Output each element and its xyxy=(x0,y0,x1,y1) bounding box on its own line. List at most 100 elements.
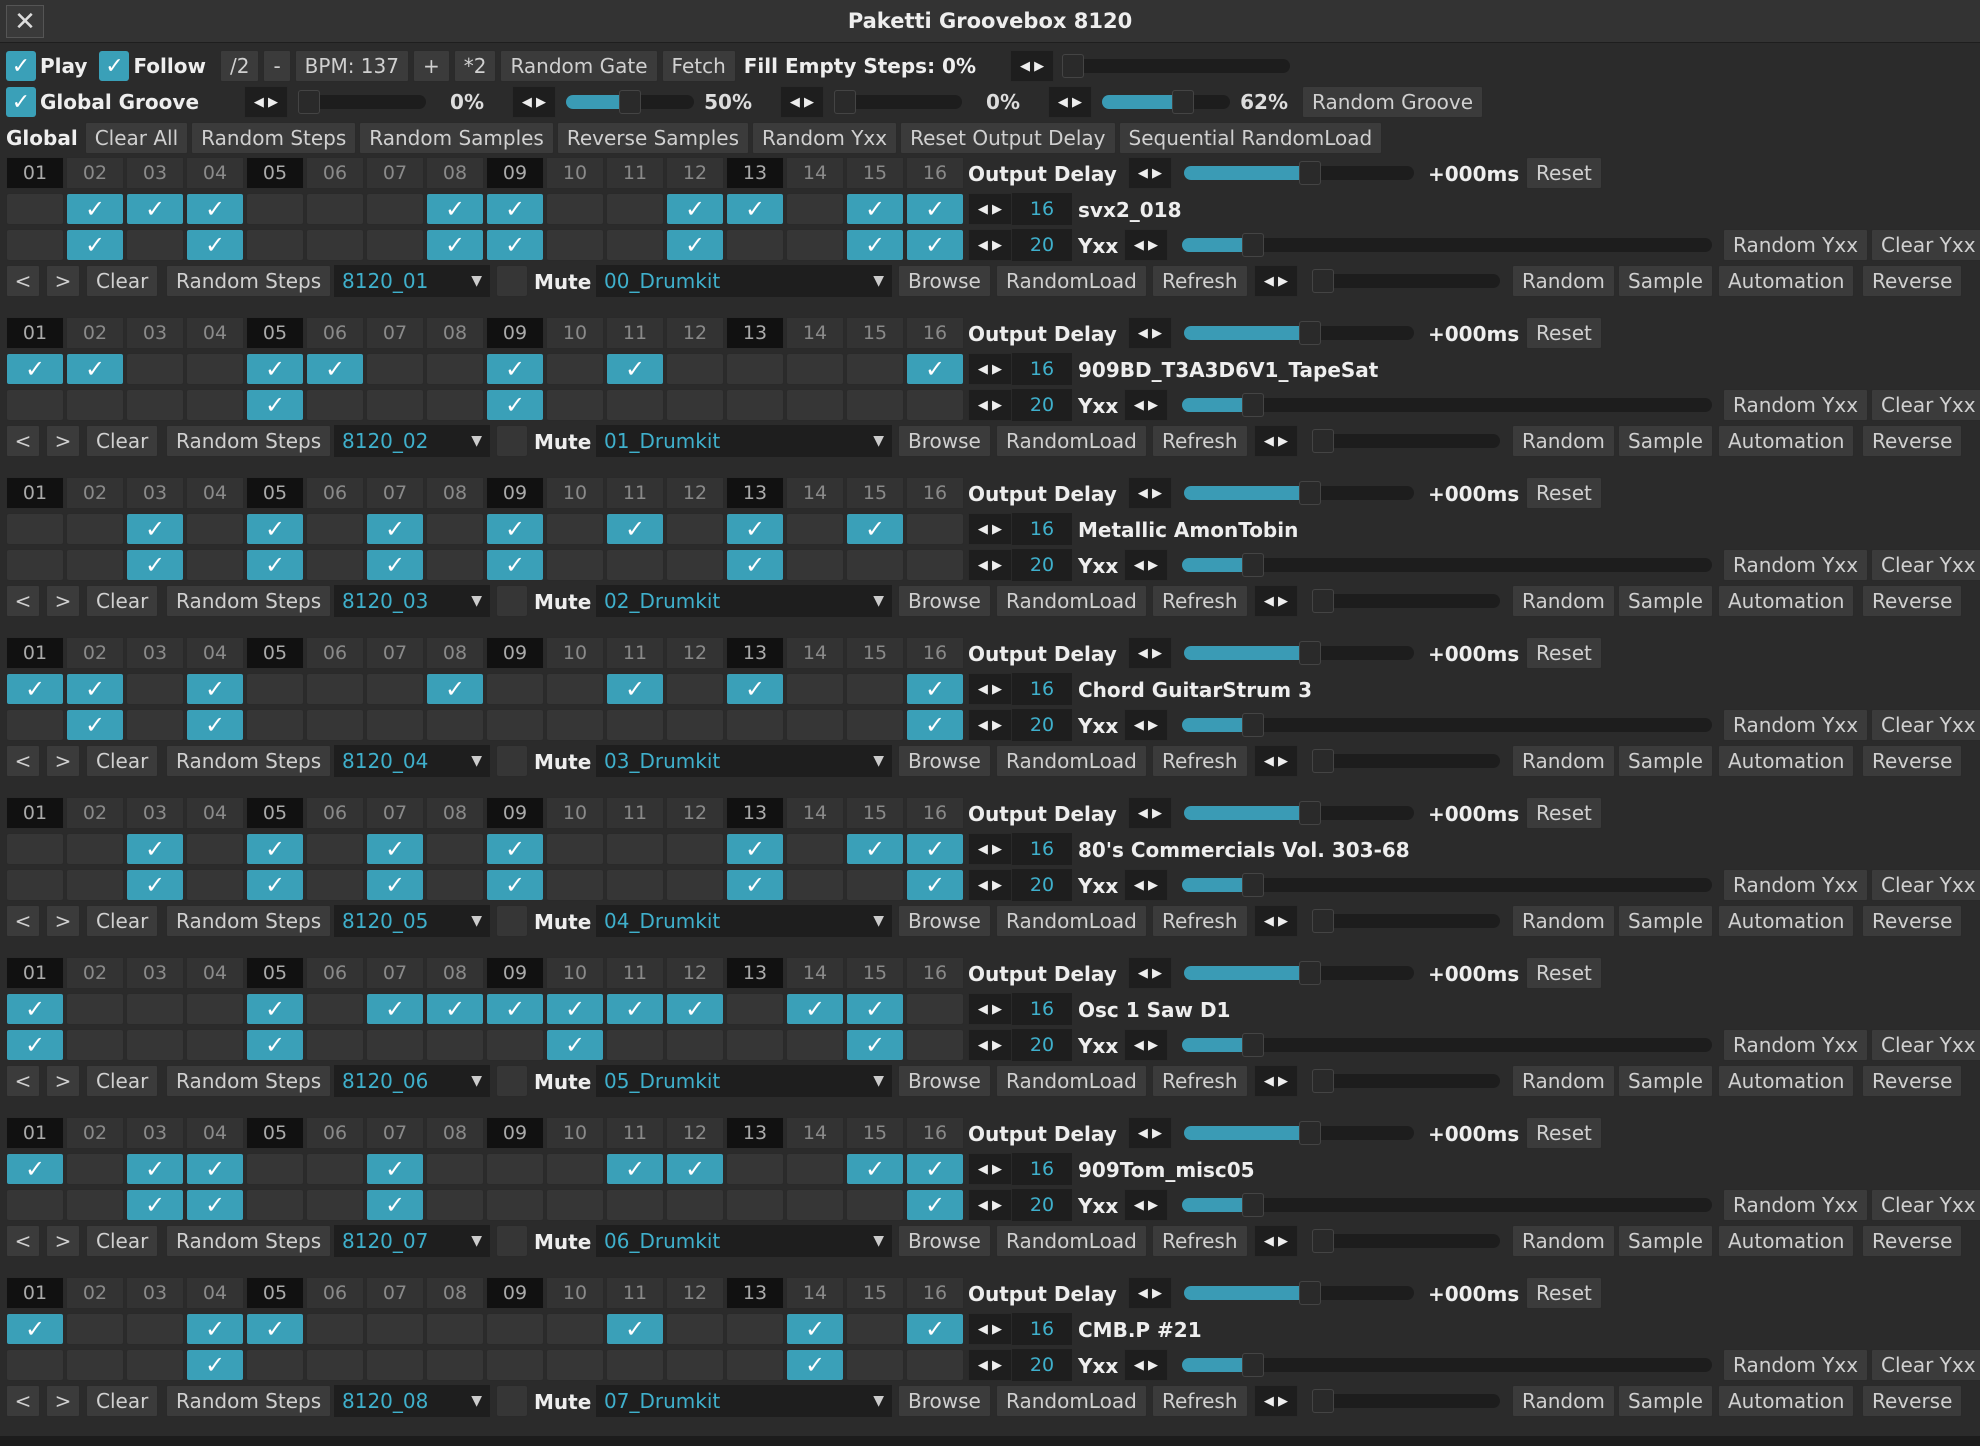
step-count[interactable]: 16 xyxy=(1012,193,1072,225)
yxx-count[interactable]: 20 xyxy=(1012,1349,1072,1381)
step-toggle[interactable]: ✓ xyxy=(606,353,664,385)
bpm-double-button[interactable]: *2 xyxy=(453,50,497,82)
random-button[interactable]: Random xyxy=(1512,585,1615,617)
mute-checkbox[interactable] xyxy=(496,425,528,457)
random-button[interactable]: Random xyxy=(1512,265,1615,297)
step-toggle[interactable]: ✓ xyxy=(366,833,424,865)
yxx-toggle[interactable] xyxy=(6,549,64,581)
mute-checkbox[interactable] xyxy=(496,1385,528,1417)
drumkit-select[interactable]: 04_Drumkit ▼ xyxy=(596,905,892,937)
random-button[interactable]: Random xyxy=(1512,905,1615,937)
yxx-toggle[interactable] xyxy=(786,709,844,741)
step-toggle[interactable] xyxy=(546,513,604,545)
yxx-toggle[interactable]: ✓ xyxy=(66,709,124,741)
yxx-toggle[interactable] xyxy=(666,709,724,741)
randomload-button[interactable]: RandomLoad xyxy=(996,585,1147,617)
step-toggle[interactable] xyxy=(426,1153,484,1185)
yxx-toggle[interactable]: ✓ xyxy=(846,1029,904,1061)
yxx-toggle[interactable] xyxy=(726,1029,784,1061)
step-toggle[interactable] xyxy=(846,1313,904,1345)
mute-checkbox[interactable] xyxy=(496,1225,528,1257)
yxx-toggle[interactable]: ✓ xyxy=(246,549,304,581)
sample-button[interactable]: Sample xyxy=(1618,745,1713,777)
randomload-button[interactable]: RandomLoad xyxy=(996,265,1147,297)
step-toggle[interactable] xyxy=(726,353,784,385)
browse-button[interactable]: Browse xyxy=(898,1065,991,1097)
output-delay-slider[interactable] xyxy=(1184,161,1414,185)
groove-arrows-icon[interactable]: ◀ ▶ xyxy=(244,86,288,118)
yxx-slider[interactable] xyxy=(1182,873,1712,897)
step-toggle[interactable] xyxy=(66,1313,124,1345)
step-count-arrows-icon[interactable]: ◀ ▶ xyxy=(968,513,1012,545)
step-toggle[interactable]: ✓ xyxy=(486,513,544,545)
yxx-toggle[interactable] xyxy=(726,1189,784,1221)
random-steps-button[interactable]: Random Steps xyxy=(166,1385,332,1417)
transpose-slider[interactable] xyxy=(1312,429,1500,453)
step-toggle[interactable]: ✓ xyxy=(486,193,544,225)
step-toggle[interactable]: ✓ xyxy=(186,673,244,705)
step-count-arrows-icon[interactable]: ◀ ▶ xyxy=(968,193,1012,225)
step-toggle[interactable] xyxy=(66,513,124,545)
yxx-toggle[interactable] xyxy=(666,1189,724,1221)
sample-button[interactable]: Sample xyxy=(1618,585,1713,617)
random-button[interactable]: Random xyxy=(1512,745,1615,777)
step-toggle[interactable] xyxy=(726,1153,784,1185)
yxx-count-arrows-icon[interactable]: ◀ ▶ xyxy=(968,709,1012,741)
step-toggle[interactable] xyxy=(126,1313,184,1345)
step-toggle[interactable]: ✓ xyxy=(6,993,64,1025)
yxx-toggle[interactable] xyxy=(486,1189,544,1221)
yxx-toggle[interactable] xyxy=(426,1029,484,1061)
step-toggle[interactable] xyxy=(306,673,364,705)
reverse-button[interactable]: Reverse xyxy=(1862,745,1963,777)
yxx-toggle[interactable]: ✓ xyxy=(186,709,244,741)
step-toggle[interactable]: ✓ xyxy=(6,1313,64,1345)
step-toggle[interactable] xyxy=(666,513,724,545)
step-toggle[interactable]: ✓ xyxy=(906,673,964,705)
yxx-toggle[interactable]: ✓ xyxy=(366,549,424,581)
automation-button[interactable]: Automation xyxy=(1718,1065,1855,1097)
yxx-toggle[interactable] xyxy=(66,549,124,581)
drumkit-select[interactable]: 01_Drumkit ▼ xyxy=(596,425,892,457)
step-toggle[interactable] xyxy=(186,993,244,1025)
step-toggle[interactable]: ✓ xyxy=(246,833,304,865)
yxx-toggle[interactable] xyxy=(186,389,244,421)
step-toggle[interactable]: ✓ xyxy=(606,1153,664,1185)
clear-track-button[interactable]: Clear xyxy=(86,1225,159,1257)
automation-button[interactable]: Automation xyxy=(1718,265,1855,297)
yxx-toggle[interactable] xyxy=(546,549,604,581)
yxx-toggle[interactable] xyxy=(126,389,184,421)
yxx-toggle[interactable] xyxy=(486,709,544,741)
yxx-toggle[interactable] xyxy=(186,869,244,901)
step-toggle[interactable] xyxy=(186,513,244,545)
drumkit-select[interactable]: 06_Drumkit ▼ xyxy=(596,1225,892,1257)
step-toggle[interactable]: ✓ xyxy=(66,193,124,225)
clear-yxx-button[interactable]: Clear Yxx xyxy=(1871,709,1980,741)
yxx-toggle[interactable] xyxy=(366,229,424,261)
refresh-button[interactable]: Refresh xyxy=(1152,905,1248,937)
randomload-button[interactable]: RandomLoad xyxy=(996,1065,1147,1097)
drumkit-select[interactable]: 07_Drumkit ▼ xyxy=(596,1385,892,1417)
step-toggle[interactable] xyxy=(306,193,364,225)
bpm-plus-button[interactable]: + xyxy=(412,50,450,82)
yxx-toggle[interactable]: ✓ xyxy=(186,229,244,261)
transpose-slider[interactable] xyxy=(1312,1229,1500,1253)
step-toggle[interactable] xyxy=(246,673,304,705)
yxx-toggle[interactable]: ✓ xyxy=(846,229,904,261)
yxx-toggle[interactable] xyxy=(606,709,664,741)
step-count[interactable]: 16 xyxy=(1012,1153,1072,1185)
sample-button[interactable]: Sample xyxy=(1618,1065,1713,1097)
yxx-toggle[interactable] xyxy=(246,1349,304,1381)
step-toggle[interactable] xyxy=(666,1313,724,1345)
random-yxx-button[interactable]: Random Yxx xyxy=(1723,389,1869,421)
clear-track-button[interactable]: Clear xyxy=(86,1385,159,1417)
yxx-toggle[interactable] xyxy=(546,389,604,421)
drumkit-select[interactable]: 03_Drumkit ▼ xyxy=(596,745,892,777)
step-toggle[interactable]: ✓ xyxy=(246,353,304,385)
clear-yxx-button[interactable]: Clear Yxx xyxy=(1871,1349,1980,1381)
global-groove-checkbox[interactable]: ✓ xyxy=(6,87,36,117)
groove-arrows-icon[interactable]: ◀ ▶ xyxy=(1048,86,1092,118)
random-steps-global-button[interactable]: Random Steps xyxy=(191,122,357,154)
step-toggle[interactable]: ✓ xyxy=(426,673,484,705)
step-toggle[interactable]: ✓ xyxy=(126,833,184,865)
step-count[interactable]: 16 xyxy=(1012,1313,1072,1345)
